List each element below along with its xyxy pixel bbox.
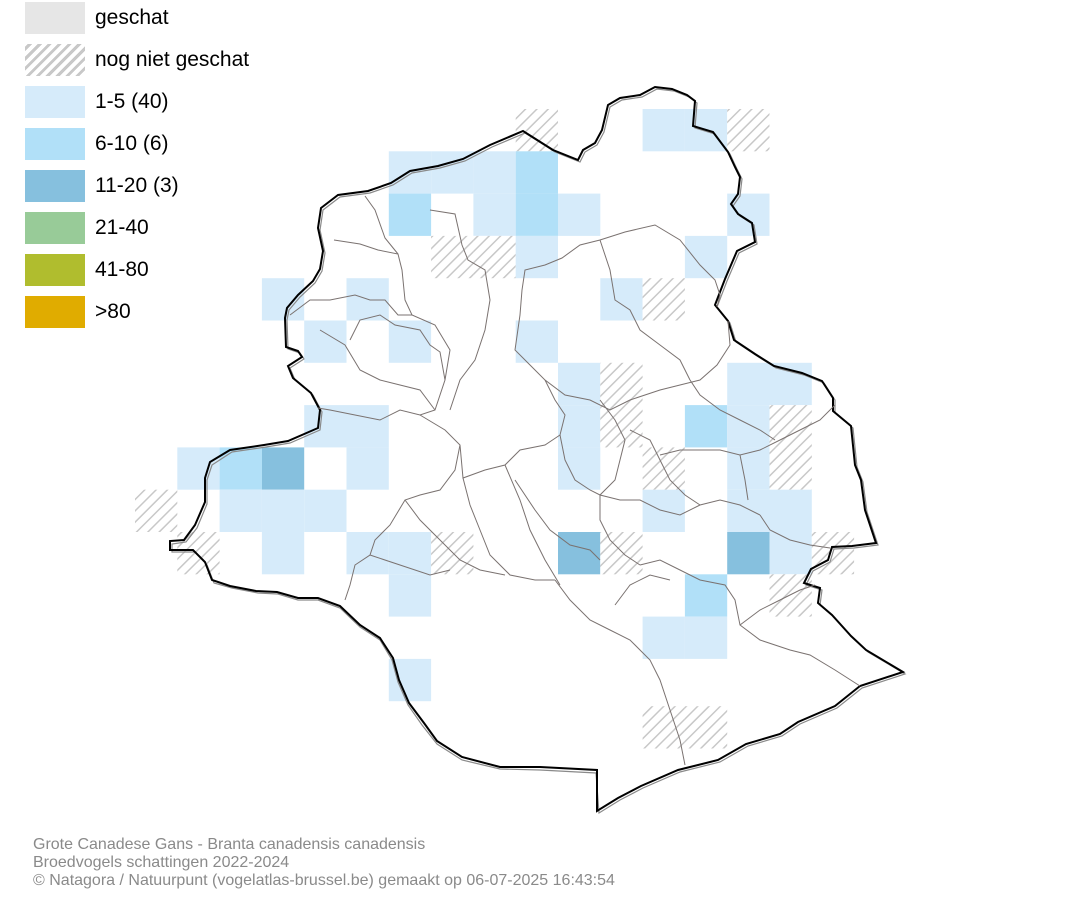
grid-cell-not-estimated [600, 532, 643, 575]
grid-cell-not-estimated [769, 447, 812, 490]
grid-cell-estimated [769, 489, 812, 532]
grid-cell-not-estimated [431, 532, 474, 575]
grid-cell-estimated [261, 532, 305, 575]
grid-cell-estimated [558, 362, 601, 406]
caption: Grote Canadese Gans - Branta canadensis … [33, 836, 615, 890]
grid-cell-not-estimated [600, 362, 643, 406]
grid-cell-estimated [684, 405, 728, 448]
grid-cell-estimated [261, 489, 305, 532]
grid-cell-estimated [515, 320, 558, 363]
grid-cell-not-estimated [177, 532, 220, 575]
legend-label: 6-10 (6) [95, 132, 169, 155]
grid-cell-not-estimated [642, 706, 685, 749]
legend-swatch [25, 212, 85, 244]
grid-cell-estimated [727, 532, 770, 575]
legend-swatch [25, 2, 85, 34]
legend-swatch [25, 86, 85, 118]
grid-cell-estimated [473, 193, 516, 236]
grid-cell-estimated [515, 151, 558, 194]
caption-copyright: © Natagora / Natuurpunt (vogelatlas-brus… [33, 872, 615, 889]
legend-swatch [25, 254, 85, 286]
caption-species: Grote Canadese Gans - Branta canadensis … [33, 836, 426, 853]
grid-cell-estimated [727, 447, 770, 490]
grid-cell-estimated [219, 447, 262, 490]
grid-cell-not-estimated [684, 706, 728, 749]
legend-label: >80 [95, 300, 131, 323]
grid-cell-not-estimated [600, 405, 643, 448]
municipal-borders [289, 195, 861, 766]
legend-swatch [25, 44, 85, 76]
grid-cell-estimated [558, 532, 601, 575]
grid-cell-estimated [727, 405, 770, 448]
grid-cells [135, 109, 855, 749]
grid-cell-estimated [600, 278, 643, 321]
grid-cell-not-estimated [727, 109, 770, 152]
grid-cell-estimated [684, 574, 728, 617]
grid-cell-not-estimated [135, 489, 178, 532]
grid-cell-estimated [515, 193, 558, 236]
grid-cell-not-estimated [769, 405, 812, 448]
grid-cell-estimated [684, 616, 728, 659]
legend-label: geschat [95, 6, 169, 29]
grid-cell-estimated [515, 235, 558, 279]
grid-cell-estimated [304, 405, 347, 448]
grid-cell-estimated [346, 532, 389, 575]
grid-cell-estimated [684, 235, 728, 279]
grid-cell-estimated [388, 532, 432, 575]
grid-cell-estimated [727, 362, 770, 406]
legend-swatch [25, 296, 85, 328]
grid-cell-estimated [346, 405, 389, 448]
grid-cell-estimated [473, 151, 516, 194]
legend-swatch [25, 128, 85, 160]
caption-dataset: Broedvogels schattingen 2022-2024 [33, 854, 290, 871]
grid-cell-not-estimated [515, 109, 558, 152]
grid-cell-estimated [177, 447, 220, 490]
legend-label: nog niet geschat [95, 48, 250, 71]
grid-cell-estimated [304, 489, 347, 532]
grid-cell-estimated [558, 405, 601, 448]
legend-label: 21-40 [95, 216, 149, 239]
grid-cell-estimated [388, 320, 432, 363]
grid-cell-estimated [642, 616, 685, 659]
grid-cell-estimated [769, 532, 812, 575]
legend-label: 11-20 (3) [95, 174, 179, 197]
legend-label: 41-80 [95, 258, 149, 281]
grid-cell-estimated [346, 447, 389, 490]
grid-cell-estimated [219, 489, 262, 532]
grid-cell-estimated [261, 278, 305, 321]
grid-cell-estimated [388, 193, 432, 236]
grid-cell-estimated [727, 489, 770, 532]
legend-label: 1-5 (40) [95, 90, 169, 113]
grid-cell-estimated [388, 574, 432, 617]
grid-cell-estimated [388, 151, 432, 194]
grid-cell-estimated [261, 447, 305, 490]
grid-cell-not-estimated [642, 278, 685, 321]
grid-cell-estimated [642, 109, 685, 152]
grid-cell-not-estimated [473, 235, 516, 279]
legend-swatch [25, 170, 85, 202]
grid-cell-estimated [558, 193, 601, 236]
region-outline [169, 85, 906, 813]
